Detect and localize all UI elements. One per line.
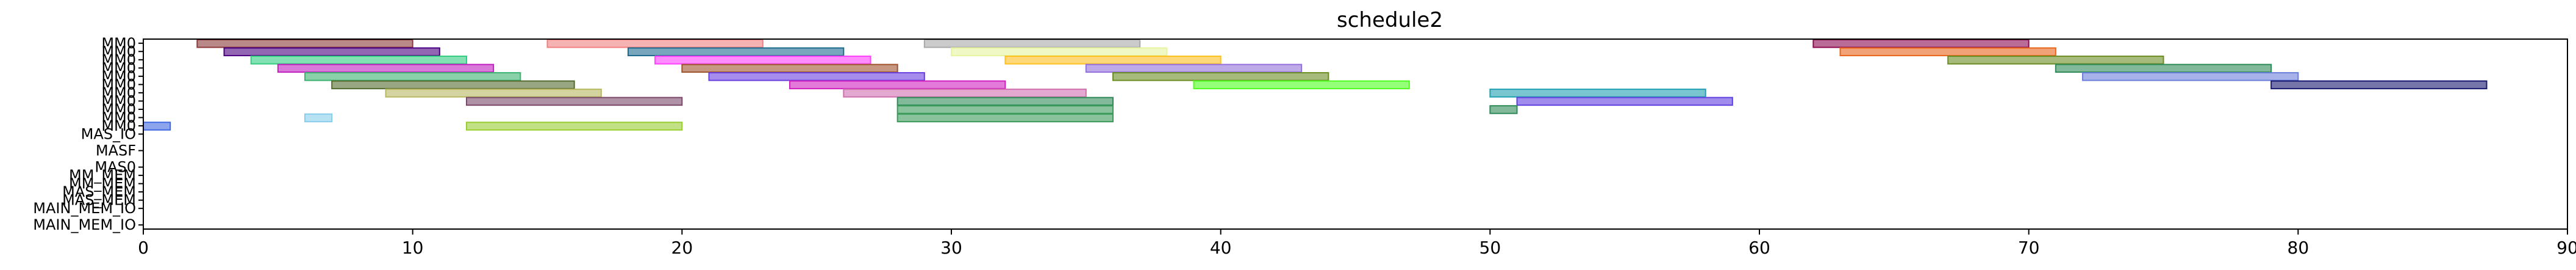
y-tick-label: MAS_MEM — [62, 192, 136, 209]
y-tick-label: MAIN_MEM_IO — [33, 200, 136, 217]
x-tick-label: 70 — [2018, 238, 2040, 258]
task-bar-21 — [789, 80, 1006, 90]
task-bar-12 — [277, 64, 495, 73]
y-tick-label: MAS0 — [95, 159, 136, 176]
y-tick-label: MM0 — [101, 43, 136, 60]
task-bar-1 — [546, 39, 764, 48]
task-bar-22 — [1193, 80, 1410, 90]
task-bar-26 — [1489, 89, 1706, 98]
task-bar-32 — [304, 113, 333, 123]
y-tick-label: MASF — [96, 142, 136, 159]
task-bar-31 — [1489, 105, 1518, 114]
task-bar-29 — [1516, 97, 1733, 106]
task-bar-23 — [2270, 80, 2488, 90]
x-tick-label: 0 — [138, 238, 149, 258]
y-tick-label: MAS_IO — [81, 126, 136, 143]
x-tick-label: 90 — [2556, 238, 2576, 258]
x-axis-ticks: 0 10 20 30 40 50 60 70 80 90 — [138, 229, 2576, 258]
task-bar-10 — [1004, 56, 1222, 65]
y-tick-label: MM0 — [101, 84, 136, 101]
y-tick-label: MM0 — [101, 101, 136, 118]
y-tick-label: MM0 — [101, 92, 136, 109]
y-tick-label: MM0 — [101, 109, 136, 126]
y-axis-ticks: MM0MM0MM0MM0MM0MM0MM0MM0MM0MM0MM0MAS_IOM… — [33, 35, 143, 233]
task-bar-17 — [708, 72, 925, 81]
task-bar-7 — [1839, 47, 2056, 57]
x-tick-label: 10 — [402, 238, 424, 258]
task-bar-6 — [951, 47, 1168, 57]
task-bar-11 — [1947, 56, 2164, 65]
task-bar-16 — [304, 72, 521, 81]
x-tick-label: 80 — [2288, 238, 2309, 258]
y-tick-label: MM0 — [101, 68, 136, 85]
y-tick-label: MM_MEM — [69, 175, 136, 192]
task-bar-5 — [628, 47, 845, 57]
task-bar-20 — [331, 80, 575, 90]
task-bar-0 — [196, 39, 413, 48]
task-bar-15 — [2055, 64, 2272, 73]
task-bar-2 — [923, 39, 1141, 48]
task-bar-25 — [843, 89, 1087, 98]
y-tick-label: MAS_MEM — [62, 183, 136, 200]
y-tick-label: MM0 — [101, 35, 136, 52]
x-tick-label: 40 — [1210, 238, 1232, 258]
y-tick-label: MM_MEM — [69, 167, 136, 184]
task-bar-27 — [466, 97, 683, 106]
y-tick-label: MM0 — [101, 51, 136, 68]
y-tick-label: MM0 — [101, 117, 136, 134]
task-bar-34 — [143, 122, 171, 131]
y-tick-label: MAIN_MEM_IO — [33, 216, 136, 233]
task-bar-8 — [250, 56, 467, 65]
task-bar-18 — [1112, 72, 1329, 81]
task-bar-14 — [1085, 64, 1303, 73]
task-bars — [143, 39, 2488, 131]
x-tick-label: 20 — [671, 238, 693, 258]
task-bar-28 — [896, 97, 1114, 106]
task-bar-35 — [466, 122, 683, 131]
task-bar-13 — [681, 64, 898, 73]
task-bar-3 — [1812, 39, 2030, 48]
task-bar-19 — [2082, 72, 2299, 81]
x-tick-label: 30 — [940, 238, 962, 258]
task-bar-4 — [223, 47, 440, 57]
x-tick-label: 50 — [1479, 238, 1501, 258]
task-bar-30 — [896, 105, 1114, 114]
chart-title: schedule2 — [1337, 8, 1443, 32]
y-tick-label: MM0 — [101, 59, 136, 76]
task-bar-33 — [896, 113, 1114, 123]
task-bar-9 — [654, 56, 871, 65]
x-tick-label: 60 — [1748, 238, 1770, 258]
plot-frame — [143, 38, 2568, 230]
y-tick-label: MM0 — [101, 76, 136, 93]
task-bar-24 — [385, 89, 602, 98]
